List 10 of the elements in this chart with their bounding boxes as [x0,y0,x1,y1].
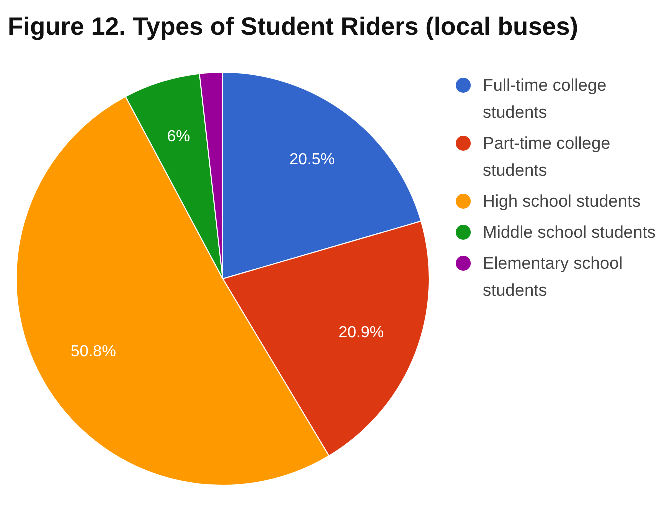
legend-label: Elementary school students [483,253,624,302]
legend-label: Full-time college students [483,75,608,124]
data-label: 6% [167,128,190,146]
data-label: 50.8% [70,344,116,361]
data-label: 20.5% [290,152,335,169]
legend-label: Middle school students [483,222,657,244]
data-label: 20.9% [338,324,384,342]
legend-label: High school students [483,191,642,213]
legend-label: Part-time college students [483,133,612,182]
chart-title: Figure 12. Types of Student Riders (local buses) [8,12,580,43]
